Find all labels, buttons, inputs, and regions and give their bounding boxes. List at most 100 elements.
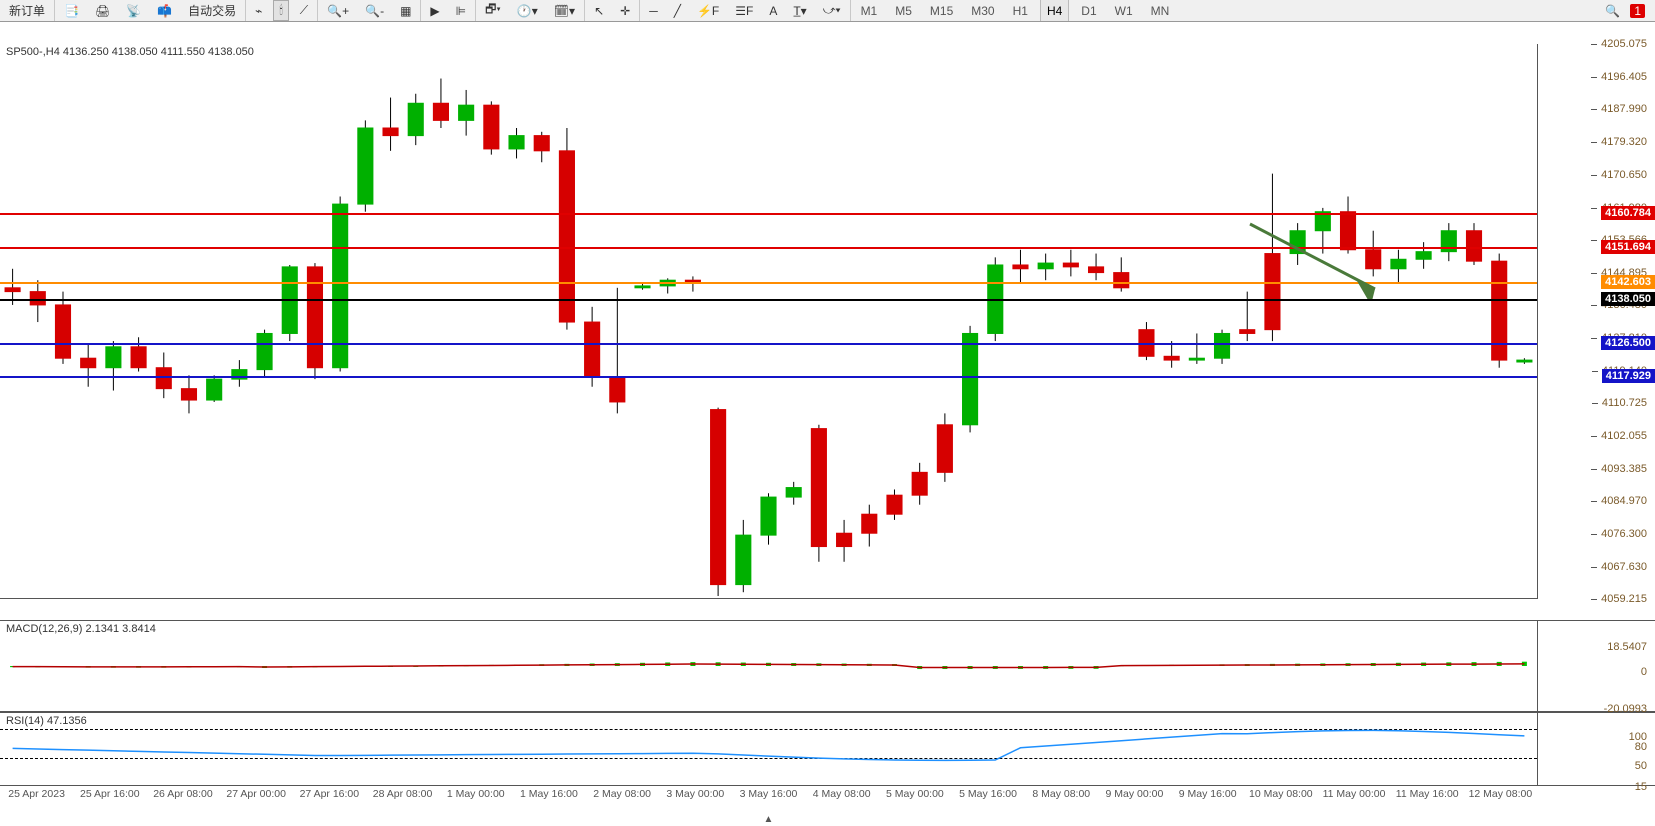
price-axis-tick: 4205.075 <box>1601 38 1647 50</box>
candle-bar <box>484 105 499 149</box>
price-level-line[interactable] <box>0 299 1537 301</box>
zoom-out-icon[interactable]: 🔍- <box>360 0 389 21</box>
price-level-label[interactable]: 4126.500 <box>1601 336 1655 350</box>
auto-trading-toggle[interactable]: 自动交易 <box>183 0 241 21</box>
timeframe-h4[interactable]: H4 <box>1040 0 1069 21</box>
candle-bar <box>1517 360 1532 362</box>
jump-end-icon[interactable]: ⊫ <box>451 0 471 21</box>
scroll-end-icon[interactable]: ▲ <box>764 814 774 825</box>
chart-workspace: SP500-,H4 4136.250 4138.050 4111.550 413… <box>0 22 1655 826</box>
macd-axis[interactable]: 18.5407 0 -20.0993 <box>1537 620 1655 712</box>
price-level-label[interactable]: 4151.694 <box>1601 240 1655 254</box>
candle-bar <box>358 128 373 204</box>
date-axis-label: 3 May 16:00 <box>740 788 798 800</box>
channel-icon[interactable]: ☰F <box>730 0 758 21</box>
crosshair-tool-icon[interactable]: ✛ <box>615 0 635 21</box>
candle-bar <box>181 389 196 400</box>
timeframe-m5[interactable]: M5 <box>889 0 918 21</box>
price-axis-tick: 4179.320 <box>1601 136 1647 148</box>
macd-svg <box>0 621 1537 712</box>
timeframe-m30[interactable]: M30 <box>965 0 1000 21</box>
price-level-line[interactable] <box>0 213 1537 215</box>
notification-badge[interactable]: 1 <box>1630 4 1645 18</box>
text-tool-icon[interactable]: A <box>764 0 782 21</box>
timeframe-h1[interactable]: H1 <box>1007 0 1034 21</box>
candle-bar <box>585 322 600 377</box>
arrow-tool-icon[interactable]: ⤻▾ <box>818 0 846 21</box>
nav-group: ▶ ⊫ <box>421 0 476 21</box>
price-level-label[interactable]: 4138.050 <box>1601 292 1655 306</box>
candle-bar <box>862 514 877 533</box>
candle-bar <box>534 136 549 151</box>
timeframe-mn[interactable]: MN <box>1145 0 1176 21</box>
candle-bar <box>106 347 121 368</box>
date-axis-label: 3 May 00:00 <box>666 788 724 800</box>
search-icon[interactable]: 🔍 <box>1605 4 1620 18</box>
timeframe-w1[interactable]: W1 <box>1109 0 1139 21</box>
zoom-in-icon[interactable]: 🔍+ <box>322 0 354 21</box>
new-window-icon[interactable]: 🗗▾ <box>480 0 506 21</box>
price-level-label[interactable]: 4117.929 <box>1602 369 1655 383</box>
text-formatting-icon[interactable]: T̲▾ <box>788 0 811 21</box>
candle-bar <box>459 105 474 120</box>
candle-bar <box>55 305 70 358</box>
rsi-axis[interactable]: 100 80 50 15 <box>1537 712 1655 786</box>
price-axis[interactable]: 4205.075 4196.405 4187.990 4179.320 4170.650… <box>1537 44 1655 599</box>
new-order-button[interactable]: 新订单 <box>4 0 50 21</box>
timeframe-d1[interactable]: D1 <box>1075 0 1102 21</box>
grid-icon[interactable]: ▦ <box>395 0 416 21</box>
rsi-value-line <box>13 730 1525 760</box>
date-axis[interactable]: ▲ 25 Apr 2023 25 Apr 16:00 26 Apr 08:00 27 … <box>0 788 1537 804</box>
candle-bar <box>383 128 398 136</box>
date-axis-label: 11 May 00:00 <box>1323 788 1386 800</box>
alert-icon[interactable]: 🗓▾ <box>549 0 580 21</box>
price-axis-tick: 4084.970 <box>1601 495 1647 507</box>
rsi-panel[interactable]: RSI(14) 47.1356 <box>0 712 1537 786</box>
timeframe-m15[interactable]: M15 <box>924 0 959 21</box>
candle-bar <box>1088 267 1103 273</box>
date-axis-label: 5 May 16:00 <box>959 788 1017 800</box>
price-axis-tick: 4196.405 <box>1601 71 1647 83</box>
fibonacci-icon[interactable]: ⚡F <box>692 0 724 21</box>
candle-bar <box>257 333 272 369</box>
candle-bar <box>207 379 222 400</box>
price-level-label[interactable]: 4160.784 <box>1601 206 1655 220</box>
cursor-group: ↖ ✛ <box>585 0 640 21</box>
zoom-group: 🔍+ 🔍- ▦ <box>318 0 421 21</box>
candlestick-chart-icon[interactable]: 🕯 <box>273 0 288 21</box>
candle-bar <box>5 288 20 292</box>
print-icon[interactable]: 🖨 <box>90 0 115 21</box>
candle-bar <box>1038 263 1053 269</box>
save-icon[interactable]: 📑 <box>59 0 84 21</box>
candle-bar <box>761 497 776 535</box>
macd-panel[interactable]: MACD(12,26,9) 2.1341 3.8414 <box>0 620 1537 712</box>
price-level-label[interactable]: 4142.603 <box>1601 275 1655 289</box>
price-axis-tick: 4102.055 <box>1601 430 1647 442</box>
trend-arrow-annotation[interactable] <box>1245 219 1385 299</box>
main-toolbar: 新订单 📑 🖨 📡 📫 自动交易 ⌁ 🕯 ⟋ 🔍+ 🔍- ▦ ▶ ⊫ 🗗▾ 🕐▾… <box>0 0 1655 22</box>
timeframe-m1[interactable]: M1 <box>855 0 884 21</box>
rsi-svg <box>0 713 1537 786</box>
pointer-icon[interactable]: ↖ <box>589 0 609 21</box>
area-chart-icon[interactable]: ⟋ <box>295 0 313 21</box>
candlestick-chart[interactable]: SP500-,H4 4136.250 4138.050 4111.550 413… <box>0 44 1537 599</box>
price-level-line[interactable] <box>0 343 1537 345</box>
trendline-tool-icon[interactable]: ╱ <box>669 0 686 21</box>
symbol-info-label: SP500-,H4 4136.250 4138.050 4111.550 413… <box>6 46 254 58</box>
candle-bar <box>131 347 146 368</box>
scroll-chart-icon[interactable]: ▶ <box>425 0 444 21</box>
mailbox-icon[interactable]: 📫 <box>152 0 177 21</box>
connect-icon[interactable]: 📡 <box>121 0 146 21</box>
price-axis-tick: 4170.650 <box>1601 169 1647 181</box>
history-icon[interactable]: 🕐▾ <box>512 0 543 21</box>
draw-group: ─ ╱ ⚡F ☰F A T̲▾ ⤻▾ <box>640 0 850 21</box>
line-tool-icon[interactable]: ─ <box>644 0 663 21</box>
date-axis-label: 25 Apr 16:00 <box>80 788 140 800</box>
line-chart-icon[interactable]: ⌁ <box>250 0 267 21</box>
candle-bar <box>887 495 902 514</box>
timeframe-group: M1 M5 M15 M30 H1 H4 D1 W1 MN <box>851 0 1180 21</box>
search-area: 🔍 1 <box>1605 4 1655 18</box>
candle-bar <box>736 535 751 584</box>
date-axis-label: 9 May 00:00 <box>1106 788 1164 800</box>
price-level-line[interactable] <box>0 376 1537 378</box>
